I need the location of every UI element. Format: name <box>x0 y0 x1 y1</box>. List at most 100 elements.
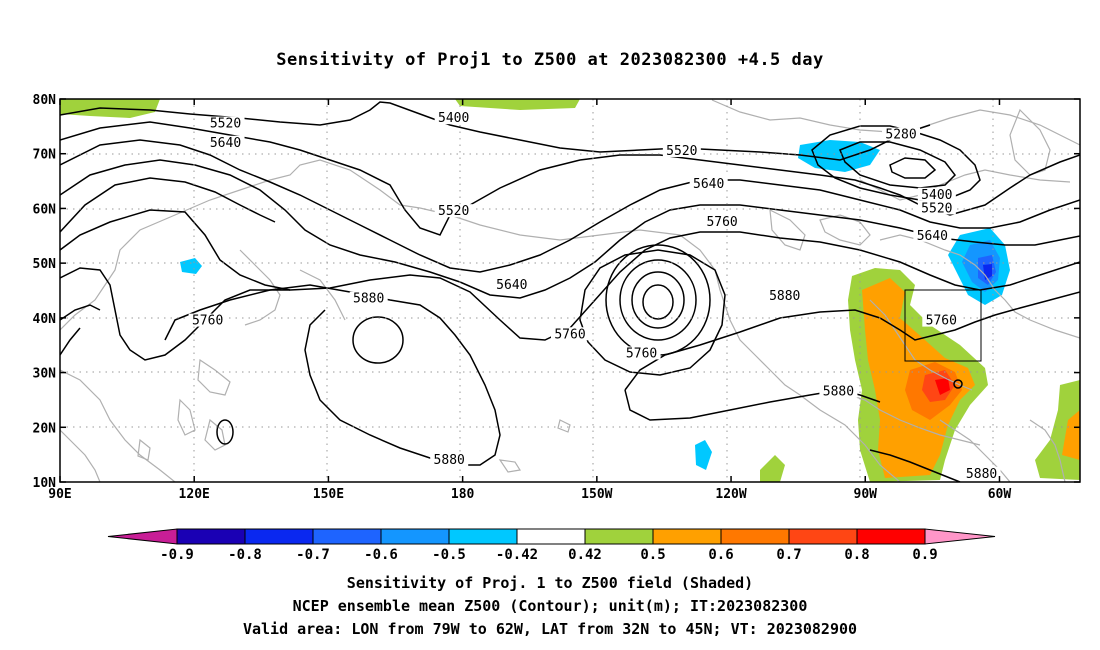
sensitivity-region-0-9 <box>935 378 950 395</box>
contour-label: 5880 <box>966 467 997 482</box>
contour-label-bg <box>703 215 742 229</box>
contour-label: 5760 <box>192 314 223 329</box>
colorbar-tick-label: -0.7 <box>296 547 330 563</box>
contour-label: 5640 <box>693 177 724 192</box>
map-frame <box>59 98 1081 483</box>
lat-label: 60N <box>33 202 57 217</box>
contour-label-bg <box>551 327 589 341</box>
colorbar-swatch <box>720 528 790 545</box>
contour-label-bg <box>430 453 469 467</box>
contour-label: 5520 <box>438 204 469 219</box>
lon-label: 120W <box>715 487 746 502</box>
map-plot-area: 5520 540056405520528056405400552055205760… <box>60 99 1080 482</box>
colorbar-tick-label: -0.42 <box>496 547 538 563</box>
contour-label-bg <box>765 288 804 302</box>
contour-label: 5880 <box>353 292 384 307</box>
contour-label-bg <box>917 187 956 201</box>
colorbar-tick-label: 0.8 <box>844 547 869 563</box>
lat-label: 70N <box>33 148 57 163</box>
lat-lon-gridlines <box>60 99 1080 482</box>
caption-line-1: Sensitivity of Proj. 1 to Z500 field (Sh… <box>346 574 754 592</box>
contour-label-bg <box>622 346 661 360</box>
colorbar-swatch <box>448 528 518 545</box>
colorbar-tick-label: -0.6 <box>364 547 398 563</box>
contour-label-bg <box>206 135 245 149</box>
colorbar-tick-label: 0.9 <box>912 547 937 563</box>
contour-labels: 5520 540056405520528056405400552055205760… <box>188 111 1001 482</box>
lon-label: 120E <box>179 487 210 502</box>
axis-ticks <box>59 98 1080 483</box>
valid-area-box <box>904 289 982 362</box>
lat-label: 50N <box>33 257 57 272</box>
lon-label: 150W <box>581 487 612 502</box>
contour-label: 5760 <box>626 346 657 361</box>
contour-label: 5640 <box>210 136 241 151</box>
latitude-labels: 80N 70N 60N 50N 40N 30N 20N 10N <box>33 93 57 491</box>
lon-label: 180 <box>451 487 475 502</box>
lon-label: 60W <box>988 487 1012 502</box>
contour-label: 5880 <box>823 385 854 400</box>
contour-label: 5880 <box>434 453 465 468</box>
contour-label-bg <box>917 201 956 215</box>
positive-sensitivity-region-north <box>455 99 580 110</box>
colorbar-tick-label: -0.9 <box>160 547 194 563</box>
contour-label-bg <box>349 291 388 305</box>
contour-label-bg <box>492 278 531 292</box>
contour-label: 5280 <box>885 128 916 143</box>
negative-sensitivity-region-east-pacific <box>695 440 712 470</box>
contour-label: 5760 <box>706 215 737 230</box>
colorbar-swatch <box>516 528 586 545</box>
contour-label: 5640 <box>496 278 527 293</box>
colorbar-swatch <box>176 528 246 545</box>
lat-label: 10N <box>33 476 57 491</box>
negative-sensitivity-region-west-pacific <box>180 258 202 274</box>
colorbar-swatch <box>312 528 382 545</box>
contour-label-bg <box>434 111 473 125</box>
contour-label-bg <box>882 127 921 141</box>
contour-label: 5520 <box>666 144 697 159</box>
colorbar-swatch <box>652 528 722 545</box>
colorbar-tick-label: -0.8 <box>228 547 262 563</box>
colorbar-tick-label: 0.42 <box>568 547 602 563</box>
contour-label-bg <box>922 313 961 327</box>
sensitivity-region-0-5-far-east <box>1062 410 1080 460</box>
colorbar-tick-label: 0.6 <box>708 547 733 563</box>
contour-label: 5520 <box>210 117 241 132</box>
colorbar-swatch <box>380 528 450 545</box>
colorbar: -0.9 -0.8 -0.7 -0.6 -0.5 -0.42 0.42 0.5 0.6 0.7 0.… <box>107 528 996 563</box>
contour-label: 5400 <box>438 111 469 126</box>
lat-label: 30N <box>33 367 57 382</box>
colorbar-tick-label: 0.7 <box>776 547 801 563</box>
contour-label-bg <box>819 384 858 398</box>
contour-label-bg <box>206 116 245 130</box>
contour-label-bg <box>913 228 952 242</box>
colorbar-swatch <box>584 528 654 545</box>
colorbar-tick-label: -0.5 <box>432 547 466 563</box>
colorbar-swatch <box>788 528 858 545</box>
contour-label-bg <box>689 176 728 190</box>
contour-label-bg <box>662 143 701 157</box>
lon-label: 90W <box>854 487 878 502</box>
contour-label-bg <box>962 466 1001 480</box>
colorbar-high-extend <box>924 528 996 545</box>
longitude-labels: 90E 120E 150E 180 150W 120W 90W 60W <box>48 487 1011 502</box>
colorbar-swatch <box>856 528 926 545</box>
lon-label: 90E <box>48 487 71 502</box>
map-title: Sensitivity of Proj1 to Z500 at 20230823… <box>276 50 824 70</box>
caption-line-2: NCEP ensemble mean Z500 (Contour); unit(… <box>292 597 808 615</box>
lat-label: 40N <box>33 312 57 327</box>
lon-label: 150E <box>313 487 344 502</box>
contour-label-bg <box>188 313 227 327</box>
lat-label: 20N <box>33 421 57 436</box>
colorbar-tick-label: 0.5 <box>640 547 665 563</box>
contour-label: 5520 <box>921 201 952 216</box>
positive-sensitivity-region-pacific <box>760 455 785 482</box>
caption-line-3: Valid area: LON from 79W to 62W, LAT fro… <box>242 620 858 638</box>
contour-label: 5640 <box>917 229 948 244</box>
lat-label: 80N <box>33 93 57 108</box>
contour-label: 5760 <box>926 314 957 329</box>
contour-label: 5400 <box>921 188 952 203</box>
z500-contours <box>60 101 1080 482</box>
contour-label-bg <box>434 204 473 218</box>
